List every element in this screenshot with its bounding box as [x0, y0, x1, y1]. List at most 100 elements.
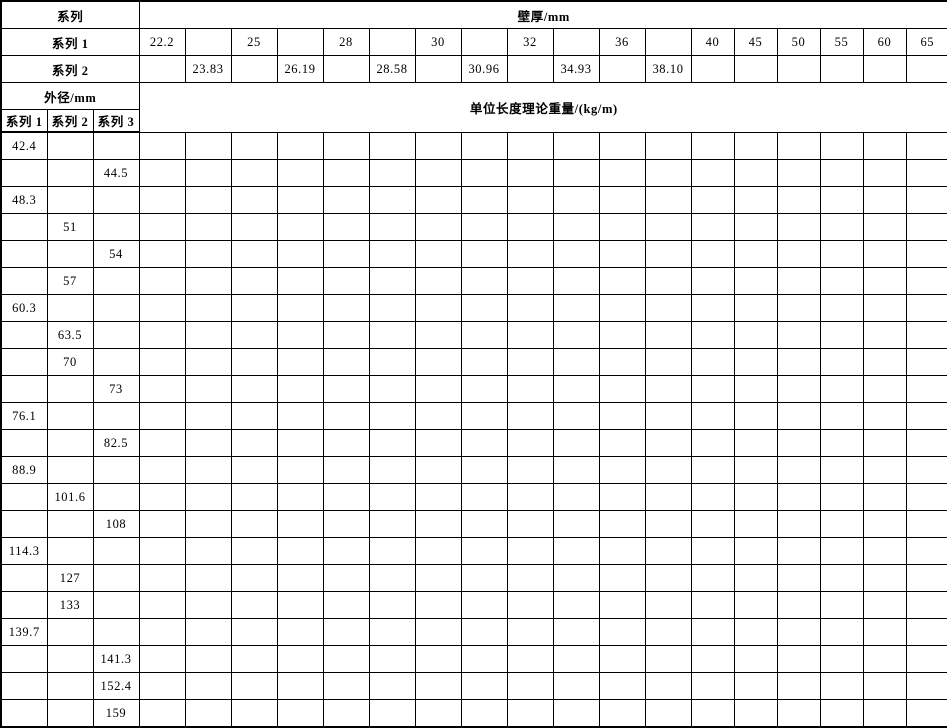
mass-cell[interactable] [733, 348, 778, 376]
mass-cell[interactable] [276, 591, 324, 619]
mass-cell[interactable] [598, 672, 646, 700]
mass-cell[interactable] [276, 699, 324, 728]
mass-cell[interactable] [506, 375, 554, 403]
mass-cell[interactable] [138, 131, 186, 160]
mass-cell[interactable] [322, 537, 370, 565]
mass-cell[interactable] [690, 537, 735, 565]
mass-cell[interactable] [819, 213, 864, 241]
mass-cell[interactable] [905, 564, 947, 592]
mass-cell[interactable] [862, 618, 907, 646]
mass-cell[interactable] [819, 564, 864, 592]
mass-cell[interactable] [644, 483, 692, 511]
mass-cell[interactable] [276, 483, 324, 511]
mass-cell[interactable] [690, 348, 735, 376]
mass-cell[interactable] [733, 483, 778, 511]
mass-cell[interactable] [506, 618, 554, 646]
mass-cell[interactable] [414, 159, 462, 187]
mass-cell[interactable] [276, 672, 324, 700]
mass-cell[interactable] [506, 429, 554, 457]
mass-cell[interactable] [414, 564, 462, 592]
mass-cell[interactable] [862, 456, 907, 484]
mass-cell[interactable] [230, 618, 278, 646]
mass-cell[interactable] [460, 564, 508, 592]
mass-cell[interactable] [819, 645, 864, 673]
mass-cell[interactable] [905, 510, 947, 538]
mass-cell[interactable] [690, 375, 735, 403]
mass-cell[interactable] [368, 294, 416, 322]
mass-cell[interactable] [776, 159, 821, 187]
mass-cell[interactable] [230, 267, 278, 295]
mass-cell[interactable] [138, 699, 186, 728]
mass-cell[interactable] [460, 672, 508, 700]
mass-cell[interactable] [276, 348, 324, 376]
mass-cell[interactable] [776, 564, 821, 592]
mass-cell[interactable] [552, 186, 600, 214]
mass-cell[interactable] [414, 321, 462, 349]
mass-cell[interactable] [644, 240, 692, 268]
mass-cell[interactable] [552, 537, 600, 565]
mass-cell[interactable] [138, 591, 186, 619]
mass-cell[interactable] [506, 348, 554, 376]
mass-cell[interactable] [819, 537, 864, 565]
mass-cell[interactable] [276, 240, 324, 268]
mass-cell[interactable] [733, 564, 778, 592]
mass-cell[interactable] [276, 618, 324, 646]
mass-cell[interactable] [644, 375, 692, 403]
mass-cell[interactable] [552, 213, 600, 241]
mass-cell[interactable] [276, 645, 324, 673]
mass-cell[interactable] [733, 645, 778, 673]
mass-cell[interactable] [776, 348, 821, 376]
mass-cell[interactable] [690, 267, 735, 295]
mass-cell[interactable] [276, 402, 324, 430]
mass-cell[interactable] [138, 294, 186, 322]
mass-cell[interactable] [776, 510, 821, 538]
mass-cell[interactable] [230, 672, 278, 700]
mass-cell[interactable] [322, 131, 370, 160]
mass-cell[interactable] [276, 267, 324, 295]
mass-cell[interactable] [905, 672, 947, 700]
mass-cell[interactable] [552, 348, 600, 376]
mass-cell[interactable] [690, 402, 735, 430]
mass-cell[interactable] [690, 672, 735, 700]
mass-cell[interactable] [552, 564, 600, 592]
mass-cell[interactable] [460, 267, 508, 295]
mass-cell[interactable] [460, 510, 508, 538]
mass-cell[interactable] [905, 321, 947, 349]
mass-cell[interactable] [862, 240, 907, 268]
mass-cell[interactable] [690, 213, 735, 241]
mass-cell[interactable] [644, 564, 692, 592]
mass-cell[interactable] [138, 186, 186, 214]
mass-cell[interactable] [733, 240, 778, 268]
mass-cell[interactable] [598, 429, 646, 457]
mass-cell[interactable] [368, 375, 416, 403]
mass-cell[interactable] [862, 213, 907, 241]
mass-cell[interactable] [905, 375, 947, 403]
mass-cell[interactable] [230, 537, 278, 565]
mass-cell[interactable] [598, 375, 646, 403]
mass-cell[interactable] [230, 402, 278, 430]
mass-cell[interactable] [322, 213, 370, 241]
mass-cell[interactable] [184, 456, 232, 484]
mass-cell[interactable] [552, 510, 600, 538]
mass-cell[interactable] [862, 672, 907, 700]
mass-cell[interactable] [368, 456, 416, 484]
mass-cell[interactable] [905, 131, 947, 160]
mass-cell[interactable] [598, 510, 646, 538]
mass-cell[interactable] [644, 672, 692, 700]
mass-cell[interactable] [230, 321, 278, 349]
mass-cell[interactable] [905, 699, 947, 728]
mass-cell[interactable] [776, 402, 821, 430]
mass-cell[interactable] [460, 618, 508, 646]
mass-cell[interactable] [819, 375, 864, 403]
mass-cell[interactable] [905, 537, 947, 565]
mass-cell[interactable] [276, 321, 324, 349]
mass-cell[interactable] [414, 699, 462, 728]
mass-cell[interactable] [230, 510, 278, 538]
mass-cell[interactable] [138, 510, 186, 538]
mass-cell[interactable] [138, 483, 186, 511]
mass-cell[interactable] [819, 267, 864, 295]
mass-cell[interactable] [276, 186, 324, 214]
mass-cell[interactable] [322, 564, 370, 592]
mass-cell[interactable] [644, 294, 692, 322]
mass-cell[interactable] [862, 537, 907, 565]
